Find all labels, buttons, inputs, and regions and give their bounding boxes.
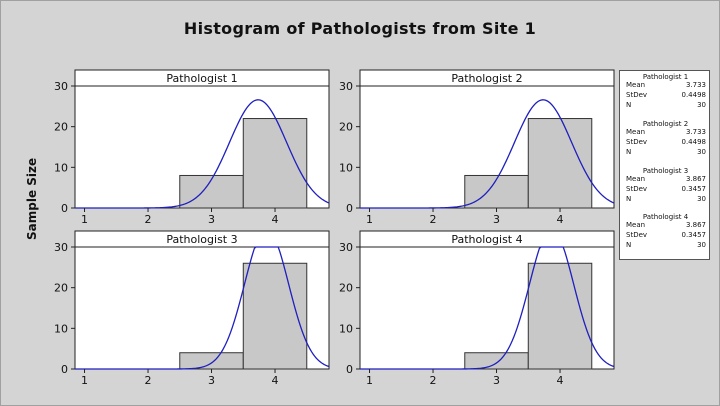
y-tick-label: 0 (346, 202, 353, 215)
legend-stdev-label: StDev (626, 91, 648, 99)
chart-title: Histogram of Pathologists from Site 1 (183, 19, 537, 38)
legend-stdev-label: StDev (626, 231, 648, 239)
normal-fit-curve (75, 246, 330, 370)
x-tick-label: 2 (430, 213, 437, 226)
legend-entry: Pathologist 4 Mean 3.867 StDev 0.3457 N 30 (620, 213, 711, 251)
x-tick-label: 3 (493, 213, 500, 226)
y-tick-label: 10 (339, 322, 353, 335)
x-tick-label: 1 (81, 374, 88, 387)
legend: Pathologist 1 Mean 3.733 StDev 0.4498 N 30 … (619, 70, 710, 260)
legend-mean-label: Mean (626, 128, 646, 136)
x-tick-label: 2 (145, 374, 152, 387)
y-tick-label: 0 (61, 202, 68, 215)
legend-n-value: 30 (697, 101, 706, 109)
histogram-bar (242, 262, 308, 370)
x-tick-label: 4 (272, 213, 279, 226)
y-tick-label: 30 (339, 80, 353, 93)
histogram-bar (242, 118, 308, 209)
legend-stdev-value: 0.4498 (681, 138, 707, 146)
x-tick-label: 4 (272, 374, 279, 387)
legend-entry-name: Pathologist 3 (642, 167, 689, 175)
legend-entry-name: Pathologist 2 (642, 120, 689, 128)
legend-entry: Pathologist 1 Mean 3.733 StDev 0.4498 N 30 (620, 73, 711, 111)
legend-entry: Pathologist 2 Mean 3.733 StDev 0.4498 N 30 (620, 120, 711, 158)
x-tick-label: 4 (557, 213, 564, 226)
y-tick-label: 30 (54, 80, 68, 93)
x-tick-label: 3 (208, 374, 215, 387)
histogram-bar (527, 118, 593, 209)
panel-title: Pathologist 3 (166, 233, 237, 246)
panel-title: Pathologist 4 (451, 233, 522, 246)
x-tick-label: 3 (493, 374, 500, 387)
legend-stdev-value: 0.4498 (681, 91, 707, 99)
legend-mean-label: Mean (626, 81, 646, 89)
legend-n-value: 30 (697, 148, 706, 156)
y-tick-label: 10 (339, 161, 353, 174)
normal-fit-curve (75, 99, 330, 209)
legend-mean-value: 3.733 (685, 81, 706, 89)
x-tick-label: 4 (557, 374, 564, 387)
legend-mean-label: Mean (626, 221, 646, 229)
histogram-bar (464, 352, 529, 370)
y-tick-label: 30 (339, 241, 353, 254)
legend-stdev-label: StDev (626, 185, 648, 193)
y-tick-label: 0 (61, 363, 68, 376)
x-tick-label: 2 (430, 374, 437, 387)
legend-n-value: 30 (697, 241, 706, 249)
legend-mean-value: 3.867 (685, 221, 706, 229)
legend-stdev-value: 0.3457 (681, 231, 707, 239)
histogram-bar (464, 174, 529, 209)
y-tick-label: 20 (339, 121, 353, 134)
legend-n-label: N (626, 148, 632, 156)
legend-n-label: N (626, 101, 632, 109)
legend-entry-name: Pathologist 1 (642, 73, 689, 81)
y-tick-label: 30 (54, 241, 68, 254)
y-tick-label: 20 (54, 282, 68, 295)
x-tick-label: 1 (366, 374, 373, 387)
y-tick-label: 20 (339, 282, 353, 295)
y-tick-label: 20 (54, 121, 68, 134)
legend-n-label: N (626, 241, 632, 249)
legend-entry: Pathologist 3 Mean 3.867 StDev 0.3457 N 30 (620, 167, 711, 205)
legend-n-value: 30 (697, 195, 706, 203)
y-tick-label: 10 (54, 161, 68, 174)
x-tick-label: 1 (81, 213, 88, 226)
legend-n-label: N (626, 195, 632, 203)
panel-title: Pathologist 2 (451, 72, 522, 85)
legend-stdev-label: StDev (626, 138, 648, 146)
legend-mean-value: 3.867 (685, 175, 706, 183)
normal-fit-curve (360, 246, 615, 370)
x-tick-label: 1 (366, 213, 373, 226)
y-tick-label: 10 (54, 322, 68, 335)
legend-stdev-value: 0.3457 (681, 185, 707, 193)
legend-mean-label: Mean (626, 175, 646, 183)
histogram-bar (527, 262, 593, 370)
legend-mean-value: 3.733 (685, 128, 706, 136)
legend-entry-name: Pathologist 4 (642, 213, 689, 221)
normal-fit-curve (360, 99, 615, 209)
histogram-bar (179, 352, 244, 370)
x-tick-label: 3 (208, 213, 215, 226)
x-tick-label: 2 (145, 213, 152, 226)
y-tick-label: 0 (346, 363, 353, 376)
panel-title: Pathologist 1 (166, 72, 237, 85)
